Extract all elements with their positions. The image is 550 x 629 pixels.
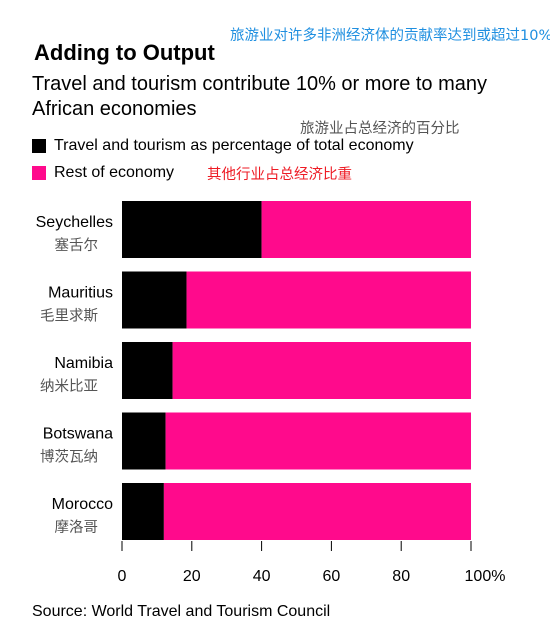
bar-rest-seychelles xyxy=(261,201,471,258)
legend-item-rest: Rest of economy xyxy=(32,164,174,182)
category-label-mauritius: Mauritius xyxy=(48,285,113,302)
chart-subtitle: Travel and tourism contribute 10% or mor… xyxy=(32,73,488,120)
category-label-cn-namibia: 纳米比亚 xyxy=(40,378,98,395)
legend-swatch-tourism xyxy=(32,139,46,153)
category-label-botswana: Botswana xyxy=(43,426,113,443)
bar-tourism-mauritius xyxy=(122,271,187,329)
x-tick-label-2: 40 xyxy=(253,568,271,585)
x-tick-label-4: 80 xyxy=(392,568,410,585)
bar-rest-botswana xyxy=(165,412,471,470)
x-tick-label-1: 20 xyxy=(183,568,201,585)
bar-rest-mauritius xyxy=(186,271,471,329)
bar-tourism-seychelles xyxy=(122,201,262,258)
legend-swatch-rest xyxy=(32,166,46,180)
x-tick-label-3: 60 xyxy=(323,568,341,585)
category-label-cn-morocco: 摩洛哥 xyxy=(55,518,99,536)
bar-rest-morocco xyxy=(163,483,471,540)
legend-label-tourism: Travel and tourism as percentage of tota… xyxy=(54,137,414,154)
bar-tourism-morocco xyxy=(122,483,164,540)
x-tick-label-5: 100% xyxy=(465,568,506,585)
title-annotation-cn: 旅游业对许多非洲经济体的贡献率达到或超过10% xyxy=(230,28,550,44)
category-label-cn-mauritius: 毛里求斯 xyxy=(40,308,98,325)
tourism-annotation-cn: 旅游业占总经济的百分比 xyxy=(300,121,460,137)
bar-tourism-namibia xyxy=(122,342,173,399)
source-note: Source: World Travel and Tourism Council xyxy=(32,603,331,620)
category-label-seychelles: Seychelles xyxy=(36,214,113,231)
category-label-cn-botswana: 博茨瓦纳 xyxy=(40,449,98,466)
rest-annotation-cn: 其他行业占总经济比重 xyxy=(207,167,352,183)
category-label-morocco: Morocco xyxy=(52,496,113,513)
category-label-namibia: Namibia xyxy=(54,355,113,372)
legend-item-tourism: Travel and tourism as percentage of tota… xyxy=(32,137,414,155)
chart-title: Adding to Output xyxy=(34,40,215,65)
bar-rest-namibia xyxy=(172,342,472,399)
legend-label-rest: Rest of economy xyxy=(54,164,175,181)
x-tick-label-0: 0 xyxy=(118,568,127,585)
category-label-cn-seychelles: 塞舌尔 xyxy=(55,236,99,254)
bar-tourism-botswana xyxy=(122,412,166,470)
